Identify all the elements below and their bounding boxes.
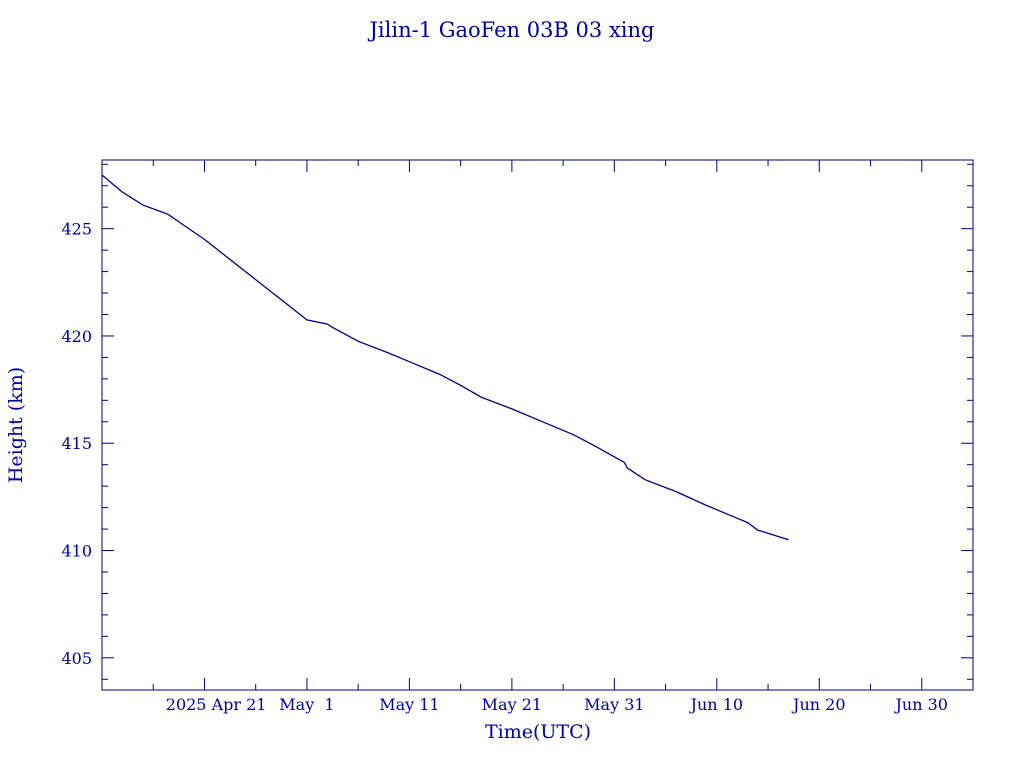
axis-ticks bbox=[102, 160, 973, 690]
x-tick-label: Jun 20 bbox=[791, 695, 845, 714]
x-tick-label: 2025 Apr 21 bbox=[166, 695, 267, 714]
x-tick-label: May 31 bbox=[584, 695, 644, 714]
x-tick-label: May 21 bbox=[482, 695, 542, 714]
x-tick-label: Jun 30 bbox=[894, 695, 948, 714]
chart-title: Jilin-1 GaoFen 03B 03 xing bbox=[368, 18, 655, 42]
x-tick-label: Jun 10 bbox=[689, 695, 743, 714]
x-axis-label: Time(UTC) bbox=[485, 721, 591, 743]
x-tick-label: May 1 bbox=[279, 695, 334, 714]
y-tick-label: 420 bbox=[61, 327, 92, 346]
y-tick-labels: 405 410 415 420 425 bbox=[61, 220, 92, 668]
height-series-line bbox=[101, 174, 789, 541]
x-tick-label: May 11 bbox=[379, 695, 439, 714]
x-tick-labels: 2025 Apr 21 May 1 May 11 May 21 May 31 Jun 10… bbox=[166, 695, 948, 714]
y-tick-label: 405 bbox=[61, 649, 92, 668]
y-tick-label: 425 bbox=[61, 220, 92, 239]
y-tick-label: 410 bbox=[61, 542, 92, 561]
y-tick-label: 415 bbox=[61, 434, 92, 453]
plot-frame bbox=[101, 159, 974, 691]
y-axis-label: Height (km) bbox=[5, 367, 27, 483]
